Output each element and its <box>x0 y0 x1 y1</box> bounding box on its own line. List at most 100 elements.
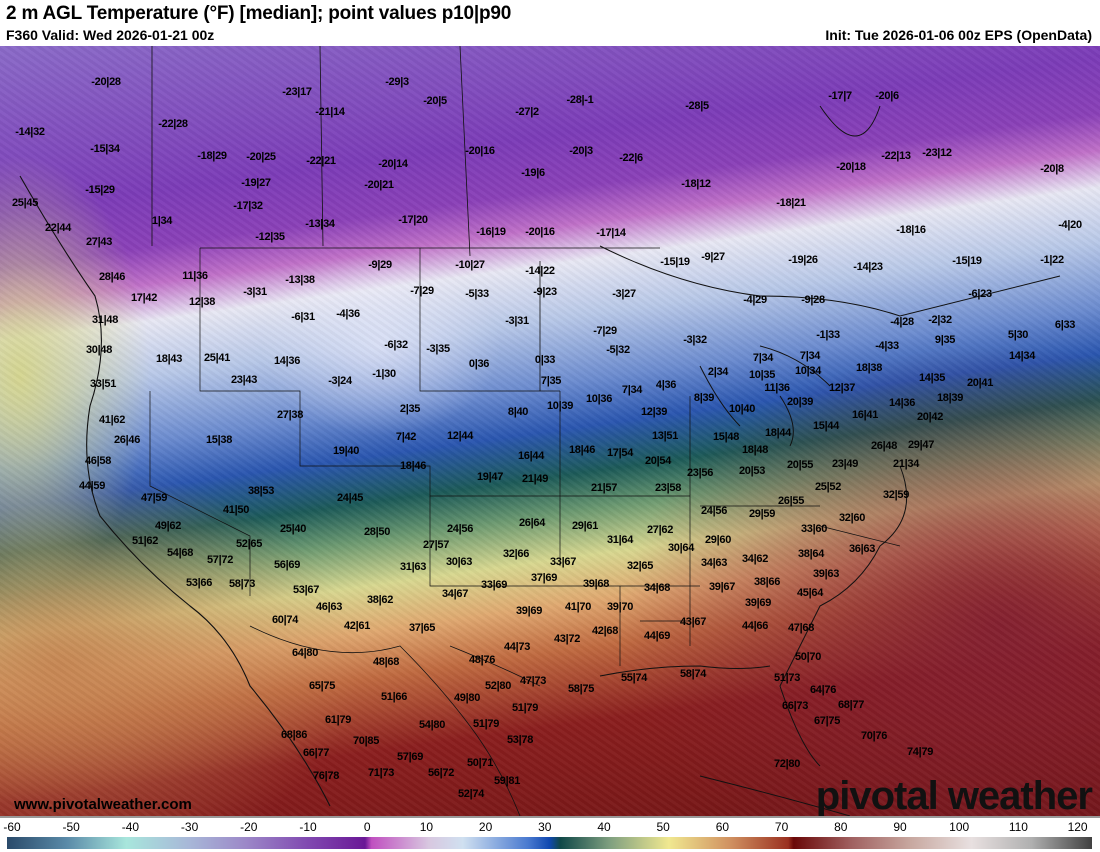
point-value-label: 39|70 <box>606 601 634 613</box>
point-value-label: 12|37 <box>828 382 856 394</box>
point-value-label: -5|33 <box>465 288 489 300</box>
point-value-label: 28|46 <box>98 271 126 283</box>
point-value-label: -20|8 <box>1040 163 1064 175</box>
point-value-label: 28|50 <box>363 526 391 538</box>
point-value-label: 34|62 <box>741 553 769 565</box>
point-value-label: 43|72 <box>553 633 581 645</box>
point-value-label: 68|77 <box>837 699 865 711</box>
point-value-label: 33|67 <box>549 556 577 568</box>
point-value-label: 23|58 <box>654 482 682 494</box>
point-value-label: 49|80 <box>453 692 481 704</box>
point-value-label: 10|35 <box>748 369 776 381</box>
point-value-label: 31|64 <box>606 534 634 546</box>
point-value-label: 50|71 <box>466 757 494 769</box>
point-value-label: 20|54 <box>644 455 672 467</box>
point-value-label: -13|38 <box>285 274 315 286</box>
point-value-label: 54|80 <box>418 719 446 731</box>
point-value-label: 18|48 <box>741 444 769 456</box>
point-value-label: 58|75 <box>567 683 595 695</box>
point-value-label: 0|36 <box>468 358 490 370</box>
point-value-label: 20|41 <box>966 377 994 389</box>
point-value-label: 12|39 <box>640 406 668 418</box>
point-value-label: 17|42 <box>130 292 158 304</box>
point-value-label: -20|6 <box>875 90 899 102</box>
point-value-label: 15|38 <box>205 434 233 446</box>
colorbar-gradient <box>7 837 1092 849</box>
point-value-label: 5|30 <box>1007 329 1029 341</box>
point-value-label: 41|50 <box>222 504 250 516</box>
point-value-label: 47|73 <box>519 675 547 687</box>
website-url[interactable]: www.pivotalweather.com <box>14 796 192 813</box>
point-value-label: -29|3 <box>385 76 409 88</box>
point-value-label: 2|34 <box>707 366 729 378</box>
point-value-label: -4|20 <box>1058 219 1082 231</box>
point-value-label: 11|36 <box>764 382 790 394</box>
point-value-label: 23|56 <box>686 467 714 479</box>
point-value-label: 47|68 <box>787 622 815 634</box>
point-value-label: 56|72 <box>427 767 455 779</box>
point-value-label: 50|70 <box>794 651 822 663</box>
point-value-label: -27|2 <box>515 106 539 118</box>
point-value-label: 39|69 <box>515 605 543 617</box>
point-value-label: 10|34 <box>794 365 822 377</box>
point-value-label: 19|40 <box>332 445 360 457</box>
point-value-label: 58|74 <box>679 668 707 680</box>
point-value-label: 51|66 <box>380 691 408 703</box>
point-value-label: -20|21 <box>364 179 394 191</box>
point-value-label: -6|32 <box>384 339 408 351</box>
point-value-label: 46|63 <box>315 601 343 613</box>
map-title: 2 m AGL Temperature (°F) [median]; point… <box>6 3 512 24</box>
point-value-label: 52|65 <box>235 538 263 550</box>
point-value-label: 51|62 <box>131 535 159 547</box>
point-value-label: 44|66 <box>741 620 769 632</box>
point-value-label: -14|23 <box>853 261 883 273</box>
point-value-label: -19|27 <box>241 177 271 189</box>
point-value-label: 39|69 <box>744 597 772 609</box>
point-value-label: 33|51 <box>89 378 117 390</box>
point-value-label: -9|23 <box>533 286 557 298</box>
point-value-label: -1|22 <box>1040 254 1064 266</box>
point-value-label: -23|17 <box>282 86 312 98</box>
point-value-label: 51|73 <box>773 672 801 684</box>
point-value-label: 18|46 <box>568 444 596 456</box>
point-value-label: 39|68 <box>582 578 610 590</box>
point-value-label: 30|63 <box>445 556 473 568</box>
point-value-label: -19|26 <box>788 254 818 266</box>
colorbar-tick-label: 120 <box>1067 820 1088 834</box>
point-value-label: 66|73 <box>781 700 809 712</box>
point-value-label: 26|46 <box>113 434 141 446</box>
point-value-label: 26|64 <box>518 517 546 529</box>
point-value-label: 33|60 <box>800 523 828 535</box>
point-value-label: 46|58 <box>84 455 112 467</box>
point-value-label: 24|56 <box>700 505 728 517</box>
colorbar-tick-label: -30 <box>180 820 199 834</box>
point-value-label: 39|67 <box>708 581 736 593</box>
point-value-label: 29|61 <box>571 520 599 532</box>
point-value-label: 14|36 <box>888 397 916 409</box>
point-value-label: -28|5 <box>685 100 709 112</box>
point-value-label: 17|54 <box>606 447 634 459</box>
point-value-label: 25|41 <box>203 352 231 364</box>
point-value-label: -18|29 <box>197 150 227 162</box>
colorbar-tick-label: 90 <box>893 820 907 834</box>
colorbar-tick-label: 10 <box>419 820 434 834</box>
point-value-label: 18|46 <box>399 460 427 472</box>
point-value-label: 21|49 <box>521 473 549 485</box>
point-value-label: 6|33 <box>1054 319 1076 331</box>
point-value-label: -22|21 <box>306 155 336 167</box>
point-value-label: -23|12 <box>922 147 952 159</box>
point-value-label: 34|63 <box>700 557 728 569</box>
point-value-label: -20|16 <box>525 226 555 238</box>
point-value-label: 44|69 <box>643 630 671 642</box>
point-value-label: -3|31 <box>243 286 267 298</box>
point-value-label: 18|38 <box>855 362 883 374</box>
colorbar-tick-label: 50 <box>656 820 670 834</box>
point-value-label: 20|39 <box>786 396 814 408</box>
point-value-label: 15|48 <box>712 431 740 443</box>
point-value-label: -3|35 <box>426 343 450 355</box>
point-value-label: 30|64 <box>667 542 695 554</box>
pivotal-weather-logo: pivotal weather <box>815 774 1093 816</box>
point-value-label: 61|79 <box>324 714 352 726</box>
colorbar-tick-label: -20 <box>240 820 258 834</box>
point-value-label: 14|36 <box>273 355 301 367</box>
